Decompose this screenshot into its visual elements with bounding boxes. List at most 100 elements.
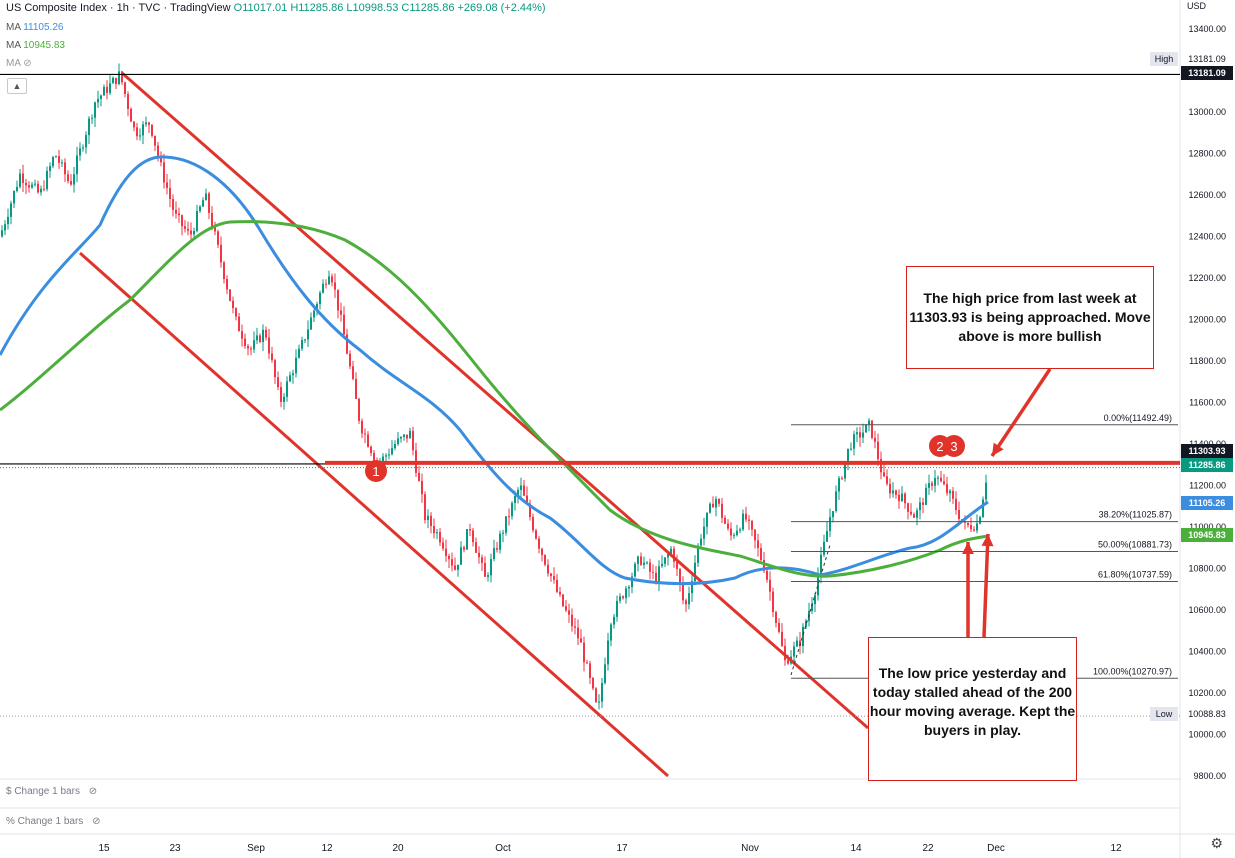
candle-body (607, 640, 609, 665)
candle-body (580, 638, 582, 643)
candle-body (115, 77, 117, 84)
candle-body (85, 135, 87, 148)
candle-body (97, 98, 99, 103)
price-badges: High 13181.09 13181.09 11303.93 11285.86 1110… (1150, 52, 1233, 721)
candle-body (829, 517, 831, 532)
touch-marker-label: 3 (950, 439, 957, 454)
candle-body (826, 531, 828, 542)
candle-body (361, 420, 363, 434)
candle-body (79, 148, 81, 156)
candle-body (28, 185, 30, 188)
candle-body (421, 480, 423, 495)
badge-value: 11285.86 (1188, 460, 1225, 470)
candle-body (886, 476, 888, 484)
candle-body (289, 375, 291, 382)
candle-body (352, 366, 354, 379)
candle-body (436, 532, 438, 534)
candle-body (25, 182, 27, 186)
candle-body (562, 594, 564, 607)
candle-body (100, 95, 102, 99)
candle-body (613, 616, 615, 625)
badge-value-bg (1181, 707, 1233, 721)
candle-body (982, 499, 984, 518)
gear-icon[interactable]: ⚙ (1210, 835, 1223, 851)
price-tick-label: 12000.00 (1188, 315, 1226, 325)
dollar-change-pane-label[interactable]: $ Change 1 bars ⊘ (6, 786, 98, 797)
chevron-up-icon[interactable]: ▲ (7, 78, 27, 94)
candle-body (940, 477, 942, 482)
candle-body (565, 606, 567, 611)
candle-body (832, 511, 834, 518)
candle-body (40, 188, 42, 193)
price-tick-label: 12400.00 (1188, 232, 1226, 242)
badge-tag-text: Low (1156, 709, 1173, 719)
candle-body (700, 538, 702, 546)
candle-series (1, 63, 987, 710)
candle-body (373, 453, 375, 461)
candle-body (556, 579, 558, 592)
eye-crossed-icon[interactable]: ⊘ (92, 816, 101, 827)
candle-body (331, 276, 333, 283)
annotation-200ma-support: The low price yesterday and today stalle… (868, 637, 1077, 781)
candle-body (307, 329, 309, 340)
ma-slow-line (0, 220, 989, 578)
candle-body (535, 530, 537, 539)
candle-body (208, 193, 210, 213)
candle-body (511, 503, 513, 517)
candle-body (136, 127, 138, 137)
ma-hidden-legend[interactable]: MA ⊘ (6, 58, 32, 69)
badge-value: 13181.09 (1188, 68, 1226, 78)
candle-body (589, 663, 591, 678)
eye-crossed-icon[interactable]: ⊘ (23, 58, 32, 69)
candle-body (487, 575, 489, 577)
symbol-title[interactable]: US Composite Index · 1h · TVC · TradingV… (6, 2, 231, 14)
candle-body (904, 493, 906, 504)
candle-body (370, 446, 372, 454)
candle-body (655, 572, 657, 583)
currency-label: USD (1187, 1, 1207, 11)
candle-body (838, 478, 840, 492)
ma-fast-legend[interactable]: MA 11105.26 (6, 22, 64, 33)
candle-body (253, 340, 255, 350)
candle-body (382, 456, 384, 463)
candle-body (877, 441, 879, 460)
candle-body (355, 378, 357, 399)
eye-crossed-icon[interactable]: ⊘ (88, 786, 98, 797)
candle-body (217, 231, 219, 245)
candle-body (514, 495, 516, 504)
touch-marker-3 (943, 435, 965, 457)
candle-body (88, 118, 90, 136)
candle-body (946, 484, 948, 494)
candle-body (58, 156, 60, 163)
candle-body (19, 173, 21, 187)
candle-body (532, 517, 534, 531)
candle-body (559, 591, 561, 595)
percent-change-pane-label[interactable]: % Change 1 bars ⊘ (6, 816, 101, 827)
candle-body (730, 528, 732, 536)
badge-tag-text: High (1155, 54, 1174, 64)
candle-body (454, 565, 456, 570)
ma-slow-legend[interactable]: MA 10945.83 (6, 40, 65, 51)
candle-body (319, 292, 321, 305)
candle-body (358, 398, 360, 421)
candle-body (958, 509, 960, 520)
candle-body (199, 206, 201, 212)
annotation-arrows (962, 368, 1052, 638)
candle-body (226, 279, 228, 290)
price-tick-label: 12200.00 (1188, 273, 1226, 283)
time-tick-label: 17 (616, 843, 628, 854)
candle-body (850, 448, 852, 450)
candle-body (901, 493, 903, 502)
candle-body (754, 529, 756, 541)
candle-body (937, 477, 939, 479)
candle-body (76, 155, 78, 175)
candle-body (583, 642, 585, 663)
candle-body (676, 561, 678, 570)
candle-body (706, 512, 708, 527)
candle-body (16, 186, 18, 191)
candle-body (634, 563, 636, 577)
candle-body (970, 525, 972, 530)
candle-body (841, 478, 843, 480)
candle-body (658, 566, 660, 583)
